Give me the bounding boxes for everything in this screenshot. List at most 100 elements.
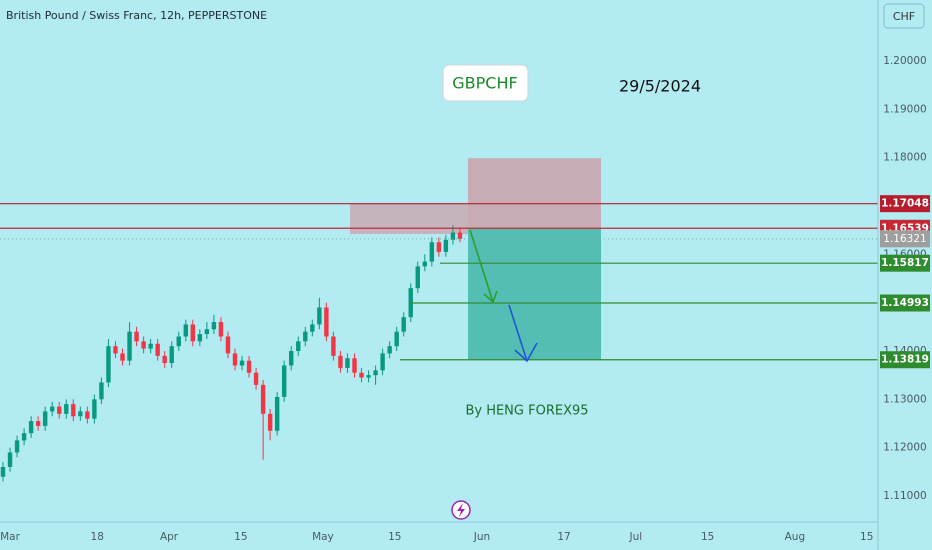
candle-body <box>141 341 146 349</box>
candle-body <box>345 358 350 368</box>
candle-body <box>387 346 392 354</box>
x-tick-label: 17 <box>557 531 570 543</box>
candle-body <box>190 324 196 342</box>
level-label: 1.13819 <box>881 354 929 366</box>
x-tick-label: 15 <box>388 531 401 543</box>
candle-body <box>253 372 259 385</box>
last-price-label: 1.16321 <box>883 233 926 245</box>
x-tick-label: 15 <box>701 531 714 543</box>
candle-body <box>331 336 336 356</box>
candle-body <box>394 331 399 347</box>
candle-body <box>422 261 427 267</box>
candle-body <box>64 404 69 414</box>
candle-body <box>359 372 364 378</box>
candle-body <box>113 346 118 354</box>
candle-body <box>211 321 217 330</box>
zone <box>350 203 468 235</box>
chart-title: British Pound / Swiss Franc, 12h, PEPPER… <box>6 9 267 22</box>
x-tick-label: Aug <box>785 531 806 543</box>
currency-button[interactable] <box>883 3 925 29</box>
x-tick-label: 15 <box>860 531 873 543</box>
event-bolt <box>457 503 465 517</box>
currency-label: CHF <box>893 10 915 23</box>
candle-body <box>289 350 294 366</box>
candle-body <box>50 406 55 412</box>
date-note: 29/5/2024 <box>619 77 701 96</box>
candle-body <box>274 396 280 431</box>
x-tick-label: 15 <box>234 531 247 543</box>
candle-body <box>267 413 273 431</box>
candle-body <box>401 317 406 332</box>
x-tick-label: 18 <box>91 531 104 543</box>
candle-body <box>296 341 301 351</box>
candle-body <box>450 232 456 240</box>
y-tick-label: 1.11000 <box>883 490 926 502</box>
level-label-box <box>880 351 930 369</box>
candle-body <box>436 242 442 252</box>
candle-body <box>7 452 13 467</box>
x-tick-label: Mar <box>0 531 20 543</box>
candle-body <box>317 307 322 325</box>
zone <box>468 228 601 360</box>
candle-body <box>429 242 435 262</box>
candle-body <box>443 239 449 252</box>
candle-body <box>134 331 139 342</box>
candle-body <box>352 358 357 373</box>
candle-body <box>92 399 97 419</box>
candle-body <box>303 331 308 342</box>
candle-body <box>120 353 125 361</box>
candle-body <box>14 440 20 453</box>
candle-body <box>218 321 224 337</box>
candle-body <box>380 353 385 371</box>
candle-body <box>148 343 153 349</box>
candle-body <box>78 411 83 417</box>
y-tick-label: 1.18000 <box>883 152 926 164</box>
y-tick-label: 1.20000 <box>883 55 926 67</box>
candle-body <box>57 406 62 414</box>
plot <box>0 158 878 482</box>
candle-body <box>415 266 420 289</box>
candle-body <box>85 411 90 419</box>
candle-body <box>35 421 41 426</box>
candle-body <box>373 370 378 376</box>
y-tick-label: 1.12000 <box>883 442 926 454</box>
candle-body <box>21 433 27 441</box>
candle-body <box>310 324 315 332</box>
green-arrow <box>469 229 498 304</box>
author-note: By HENG FOREX95 <box>465 404 588 419</box>
candle-body <box>183 324 188 337</box>
candle-body <box>0 466 6 477</box>
candle-body <box>239 360 245 366</box>
candle-body <box>197 334 203 342</box>
symbol-label: GBPCHF <box>452 74 517 93</box>
level-label-box <box>880 195 930 213</box>
blue-arrow <box>508 304 538 363</box>
candle-body <box>162 355 167 364</box>
level-label: 1.14993 <box>881 297 929 309</box>
last-price-box <box>880 230 930 248</box>
level-label-box <box>880 294 930 312</box>
symbol-box <box>442 64 529 102</box>
candle-body <box>338 355 343 368</box>
candle-body <box>204 329 210 335</box>
candle-body <box>232 353 238 366</box>
candle-body <box>366 375 371 378</box>
candle-body <box>225 336 231 354</box>
candle-body <box>246 360 252 373</box>
candle-body <box>260 384 266 414</box>
candle-body <box>282 365 287 397</box>
level-label-box <box>880 254 930 272</box>
y-tick-label: 1.13000 <box>883 393 926 405</box>
candle-body <box>71 404 76 417</box>
candle-body <box>169 346 174 364</box>
x-tick-label: Jun <box>473 531 490 543</box>
candle-body <box>324 307 329 337</box>
y-tick-label: 1.19000 <box>883 103 926 115</box>
x-tick-label: Jul <box>629 531 643 543</box>
level-label: 1.17048 <box>881 198 929 210</box>
candle-body <box>457 232 463 239</box>
candle-body <box>42 411 48 426</box>
candle-body <box>155 343 160 356</box>
